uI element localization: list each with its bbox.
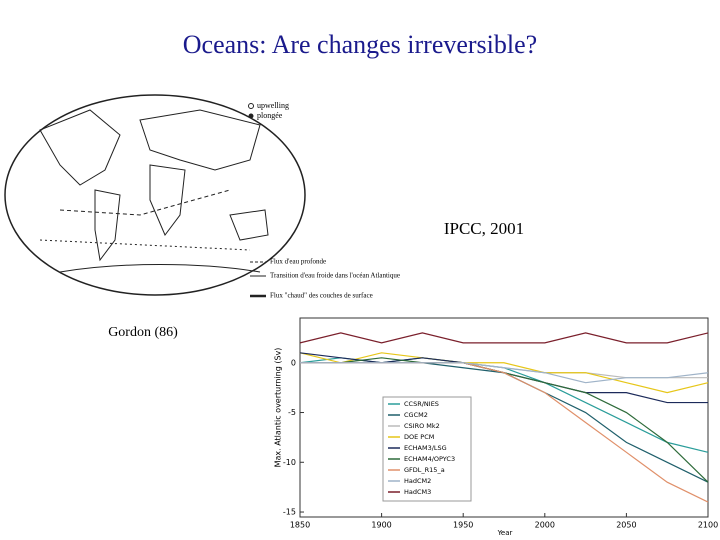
legend-label: DOE PCM <box>404 433 434 441</box>
x-tick-label: 1950 <box>453 521 473 530</box>
x-tick-label: 1900 <box>371 521 391 530</box>
y-tick-label: 0 <box>291 358 296 367</box>
legend-icon <box>248 113 254 119</box>
legend-label: HadCM3 <box>404 488 431 496</box>
y-tick-label: -5 <box>288 408 296 417</box>
x-tick-label: 1850 <box>290 521 310 530</box>
y-tick-label: -10 <box>283 458 296 467</box>
y-axis-label: Max. Atlantic overturning (Sv) <box>274 348 283 468</box>
legend-label: CGCM2 <box>404 411 428 419</box>
x-axis-label: Year <box>497 529 513 537</box>
legend-label: GFDL_R15_a <box>404 466 445 474</box>
source-label: IPCC, 2001 <box>444 219 524 238</box>
series-line <box>300 362 709 384</box>
map-legend-text: Flux "chaud" des couches de surface <box>270 292 373 300</box>
legend-label: ECHAM3/LSG <box>404 444 447 452</box>
world-map <box>4 94 306 296</box>
series-line <box>299 352 709 394</box>
x-tick-label: 2000 <box>535 521 555 530</box>
map-legend-text: upwelling <box>257 101 289 110</box>
y-tick-label: -15 <box>283 508 296 517</box>
legend-label: CCSR/NIES <box>404 400 439 408</box>
x-tick-label: 2050 <box>616 521 636 530</box>
plot-area <box>299 317 709 518</box>
map-caption: Gordon (86) <box>108 325 178 340</box>
legend-icon <box>248 103 254 109</box>
chart: -15 -10 -5 0 1850 1900 1950 2000 2050 2100 Max. At… <box>274 317 718 537</box>
x-tick-label: 2100 <box>698 521 718 530</box>
map-legend-text: plongée <box>257 111 283 120</box>
legend-label: ECHAM4/OPYC3 <box>404 455 455 463</box>
legend-label: HadCM2 <box>404 477 431 485</box>
series-line <box>299 332 709 344</box>
legend-label: CSIRO Mk2 <box>404 422 440 430</box>
map-legend-text: Transition d'eau froide dans l'océan Atl… <box>270 272 400 280</box>
slide-title: Oceans: Are changes irreversible? <box>183 30 537 59</box>
map-legend-text: Flux d'eau profonde <box>270 258 326 266</box>
